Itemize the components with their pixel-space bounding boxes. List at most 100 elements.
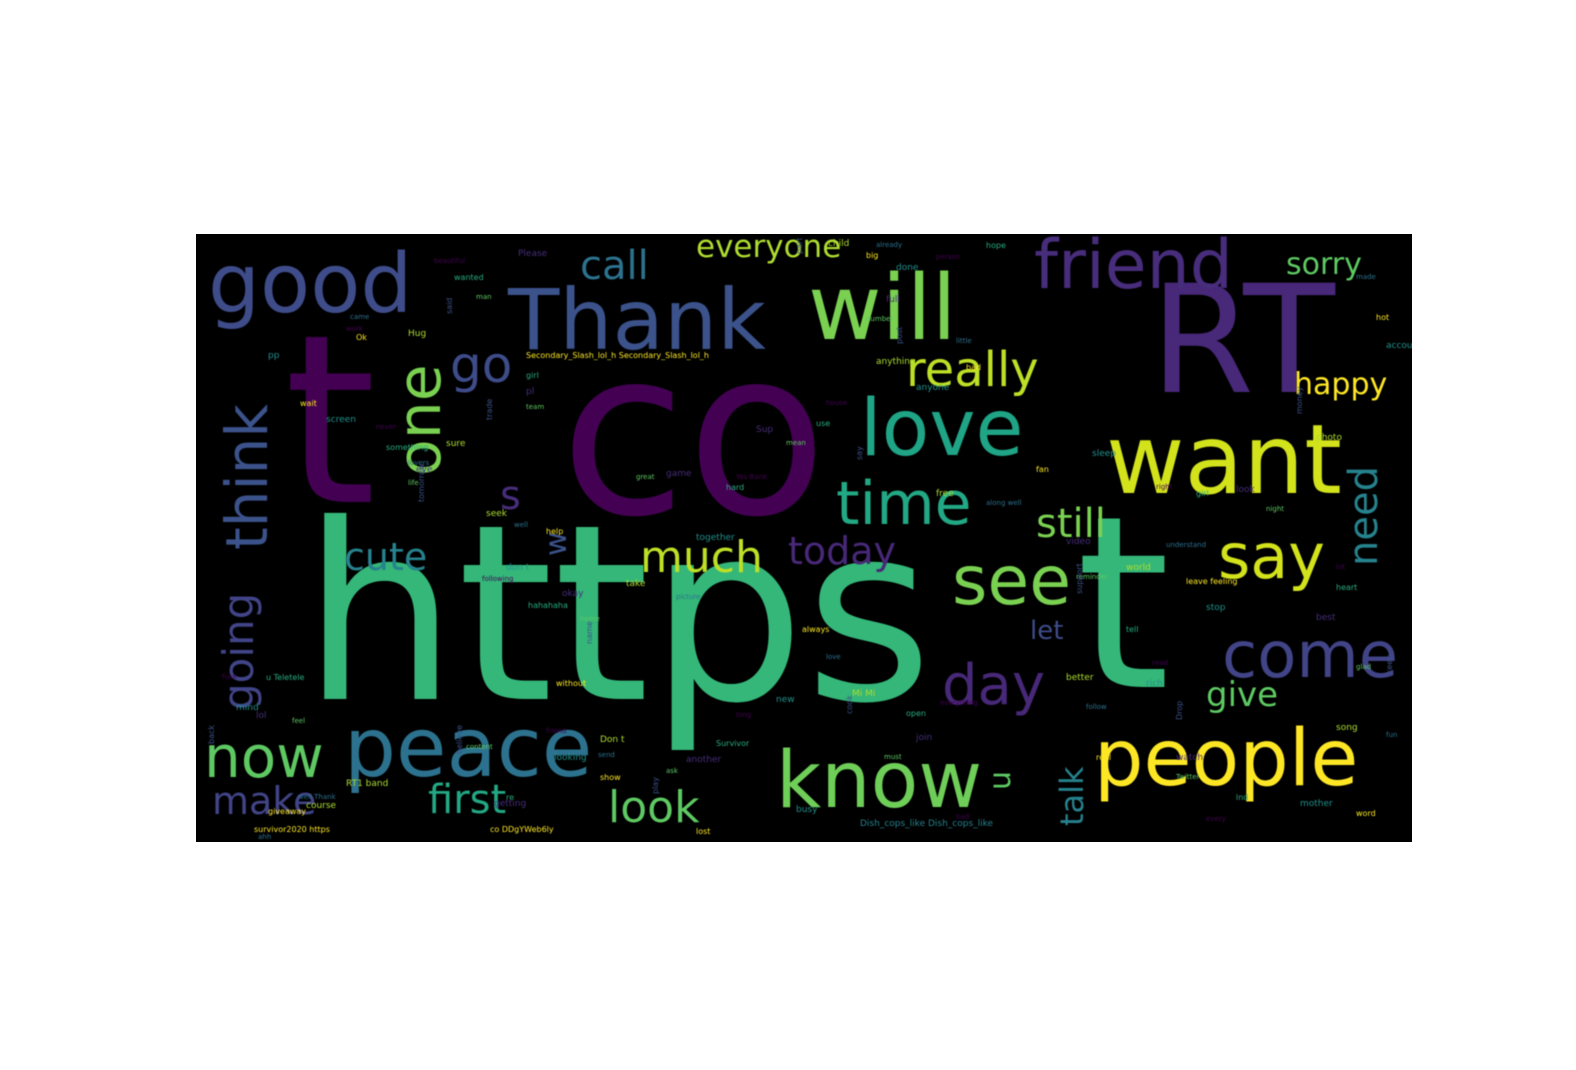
word-co: co	[560, 301, 828, 568]
tiny-word: play	[651, 777, 660, 794]
tiny-word: game	[666, 469, 692, 479]
tiny-word: take	[626, 579, 646, 589]
tiny-word: done	[896, 263, 919, 273]
tiny-word: bad	[966, 363, 982, 372]
tiny-word: hot	[1376, 313, 1390, 322]
tiny-word: support	[1075, 563, 1084, 594]
tiny-word: mind	[236, 703, 259, 713]
word-talk: talk	[1053, 766, 1091, 826]
tiny-word: child	[828, 239, 850, 249]
word-good: good	[208, 237, 413, 332]
tiny-word: life	[408, 479, 419, 487]
tiny-word: mean	[786, 439, 806, 447]
word-say: say	[1218, 520, 1325, 593]
tiny-word: part	[795, 237, 804, 254]
word-come: come	[1222, 619, 1399, 693]
tiny-word: anything	[876, 357, 916, 367]
tiny-word: full	[886, 295, 900, 305]
tiny-word: best	[1316, 613, 1336, 623]
tiny-word: Hug	[408, 329, 427, 339]
word-people: people	[1094, 714, 1359, 804]
tiny-word: video	[1066, 537, 1091, 547]
tiny-word: re	[506, 793, 515, 802]
word-sorry: sorry	[1286, 247, 1362, 282]
tiny-word: leave feeling	[1186, 577, 1238, 586]
word-dish: Dish_cops_like Dish_cops_like	[860, 819, 994, 829]
tiny-word: u Teletele	[266, 673, 305, 682]
tiny-word: giveaway	[268, 807, 307, 816]
tiny-word: lovers	[408, 459, 430, 467]
word-know: know	[776, 736, 983, 826]
word-cloud-image: https t co RT t Thank will want good fri…	[196, 234, 1412, 842]
tiny-word: everything	[940, 699, 978, 707]
word-everyone: everyone	[696, 234, 842, 265]
word-secondary: Secondary_Slash_lol_h Secondary_Slash_lo…	[526, 351, 709, 360]
tiny-word: name	[585, 621, 594, 644]
tiny-word: anyone	[916, 383, 950, 393]
tiny-word: word	[1356, 809, 1376, 818]
tiny-word: hahahaha	[528, 601, 568, 610]
tiny-word: wait	[300, 399, 317, 408]
tiny-word: help	[546, 527, 564, 536]
tiny-word: course	[306, 801, 337, 811]
tiny-word: show	[600, 773, 621, 782]
tiny-word: stop	[1206, 603, 1226, 613]
tiny-word: okay	[562, 589, 584, 599]
tiny-word: person	[936, 253, 960, 261]
word-call: call	[580, 243, 649, 289]
tiny-word: tomorrow	[417, 463, 426, 502]
tiny-word: love	[826, 653, 841, 661]
tiny-word: never	[376, 423, 397, 431]
word-make: make	[212, 779, 317, 823]
tiny-word: always	[802, 625, 830, 634]
word-day: day	[942, 653, 1046, 718]
word-now: now	[204, 723, 324, 791]
word-love: love	[860, 384, 1024, 474]
tiny-word: heart	[1336, 583, 1358, 592]
word-want: want	[1106, 404, 1342, 516]
tiny-word: don t	[506, 563, 530, 573]
tiny-word: looking	[554, 753, 587, 763]
tiny-word: beautiful	[434, 257, 466, 265]
tiny-word: glad	[1356, 663, 1372, 671]
tiny-word: said	[445, 297, 454, 314]
tiny-word: must	[884, 753, 902, 761]
word-t-right: t	[1076, 464, 1171, 744]
tiny-word: watch	[1176, 753, 1204, 763]
tiny-word: Drop	[1175, 700, 1184, 720]
word-survivor: survivor2020 https	[254, 825, 330, 834]
tiny-word: girl	[1196, 489, 1209, 498]
tiny-word: busy	[796, 805, 818, 815]
word-thank: Thank	[508, 271, 766, 369]
tiny-word: came	[350, 313, 370, 321]
tiny-word: fan	[1036, 465, 1049, 474]
tiny-word: ahh	[258, 833, 272, 841]
word-let: let	[1030, 616, 1064, 646]
tiny-word: right	[1156, 483, 1173, 491]
tiny-word: lost	[696, 827, 711, 836]
tiny-word: pl	[526, 387, 535, 397]
word-still: still	[1036, 501, 1106, 547]
word-need: need	[1341, 466, 1387, 566]
word-rt: RT	[1150, 254, 1335, 428]
tiny-word: ask	[666, 767, 678, 775]
tiny-word: well	[514, 521, 528, 529]
word-today: today	[788, 529, 897, 573]
tiny-word: back	[207, 724, 216, 744]
tiny-word: photo	[1316, 433, 1342, 443]
tiny-word: Twitter	[1176, 773, 1200, 781]
tiny-word: lol	[256, 711, 267, 721]
tiny-word: sleep	[1092, 449, 1116, 459]
tiny-word: look	[1236, 485, 1255, 495]
tiny-word: man	[476, 293, 492, 301]
tiny-word: content	[466, 743, 493, 751]
tiny-word: Sup	[756, 425, 774, 435]
word-https: https	[302, 472, 933, 757]
tiny-word: post	[895, 326, 904, 344]
tiny-word: money	[1295, 386, 1304, 414]
word-u: u	[983, 770, 1018, 790]
tiny-word: work	[346, 325, 363, 333]
tiny-word: Yes Bank	[736, 473, 768, 481]
word-cute: cute	[344, 535, 428, 579]
